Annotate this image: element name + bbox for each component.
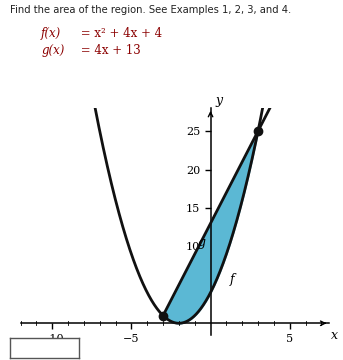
Text: g: g xyxy=(198,237,206,249)
Text: y: y xyxy=(215,94,222,107)
Text: = x² + 4x + 4: = x² + 4x + 4 xyxy=(77,27,162,40)
Text: f: f xyxy=(229,273,234,286)
Text: = 4x + 13: = 4x + 13 xyxy=(77,44,141,57)
Text: g(x): g(x) xyxy=(41,44,64,57)
Text: f(x): f(x) xyxy=(41,27,61,40)
Text: Find the area of the region. See Examples 1, 2, 3, and 4.: Find the area of the region. See Example… xyxy=(10,5,292,15)
Text: x: x xyxy=(331,329,338,342)
